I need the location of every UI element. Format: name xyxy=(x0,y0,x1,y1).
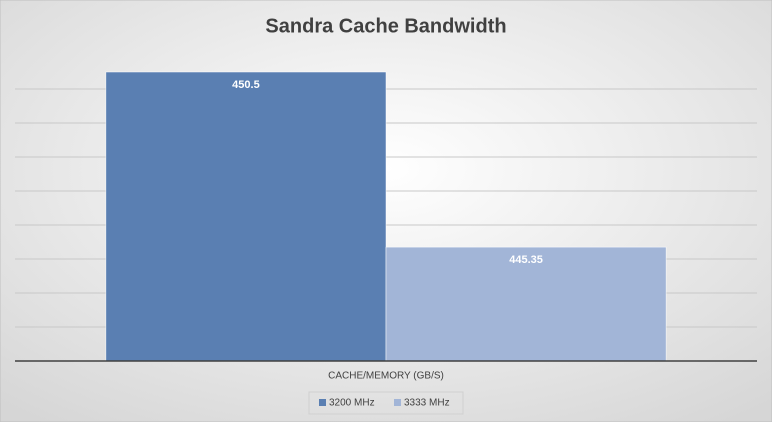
legend-label: 3200 MHz xyxy=(329,398,375,409)
data-label: 445.35 xyxy=(509,254,543,266)
bar xyxy=(105,71,387,362)
chart-title: Sandra Cache Bandwidth xyxy=(265,15,506,37)
legend-label: 3333 MHz xyxy=(404,398,450,409)
data-label: 450.5 xyxy=(232,79,260,91)
bar xyxy=(385,246,667,362)
x-tick-label: CACHE/MEMORY (GB/S) xyxy=(328,371,444,382)
legend-swatch xyxy=(319,399,326,406)
legend-swatch xyxy=(394,399,401,406)
legend-box xyxy=(308,391,464,415)
